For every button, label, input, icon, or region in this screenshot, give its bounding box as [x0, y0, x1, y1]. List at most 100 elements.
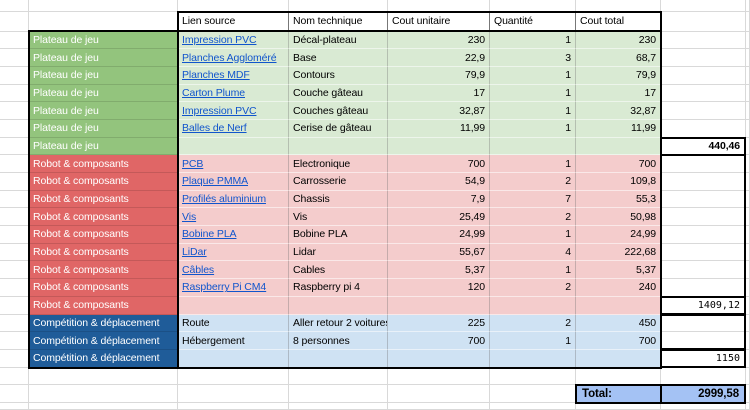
source-link[interactable]: Impression PVC [178, 31, 289, 50]
category-cell[interactable]: Robot & composants [29, 226, 178, 244]
category-cell[interactable]: Robot & composants [29, 173, 178, 191]
total-cost-cell[interactable]: 50,98 [576, 208, 661, 227]
category-cell[interactable]: Plateau de jeu [29, 31, 178, 50]
total-cost-cell[interactable]: 17 [576, 84, 661, 103]
total-cost-cell[interactable]: 222,68 [576, 243, 661, 262]
unit-cost-cell[interactable]: 700 [388, 332, 490, 350]
quantity-cell[interactable]: 2 [490, 279, 576, 297]
unit-cost-cell[interactable]: 5,37 [388, 261, 490, 280]
tech-name-cell[interactable]: Cerise de gâteau [289, 119, 388, 138]
total-cost-cell[interactable]: 109,8 [576, 173, 661, 191]
quantity-cell[interactable]: 2 [490, 314, 576, 333]
quantity-cell[interactable]: 4 [490, 243, 576, 262]
quantity-cell[interactable]: 1 [490, 102, 576, 120]
unit-cost-cell[interactable]: 11,99 [388, 119, 490, 138]
quantity-cell[interactable]: 1 [490, 31, 576, 50]
unit-cost-cell[interactable]: 79,9 [388, 66, 490, 85]
tech-name-cell[interactable]: Lidar [289, 243, 388, 262]
tech-name-cell[interactable]: Chassis [289, 190, 388, 209]
source-link[interactable]: Plaque PMMA [178, 173, 289, 191]
source-link[interactable]: Raspberry Pi CM4 [178, 279, 289, 297]
quantity-cell[interactable]: 1 [490, 155, 576, 173]
category-cell[interactable]: Robot & composants [29, 208, 178, 227]
quantity-cell[interactable]: 2 [490, 173, 576, 191]
total-value-cell[interactable]: 2999,58 [661, 385, 746, 403]
tech-name-cell[interactable]: Couche gâteau [289, 84, 388, 103]
source-link[interactable]: Carton Plume [178, 84, 289, 103]
source-link[interactable]: Câbles [178, 261, 289, 280]
tech-name-cell[interactable]: Aller retour 2 voitures [289, 314, 388, 333]
category-cell[interactable]: Compétition & déplacement [29, 314, 178, 333]
category-cell[interactable]: Compétition & déplacement [29, 332, 178, 350]
source-cell[interactable]: Route [178, 314, 289, 333]
source-link[interactable]: Planches MDF [178, 66, 289, 85]
column-header[interactable]: Cout unitaire [388, 12, 490, 32]
category-cell[interactable]: Plateau de jeu [29, 119, 178, 138]
category-cell[interactable]: Plateau de jeu [29, 66, 178, 85]
total-label-cell[interactable]: Total: [576, 385, 661, 403]
tech-name-cell[interactable]: Cables [289, 261, 388, 280]
total-cost-cell[interactable]: 79,9 [576, 66, 661, 85]
tech-name-cell[interactable]: Electronique [289, 155, 388, 173]
tech-name-cell[interactable]: Contours [289, 66, 388, 85]
total-cost-cell[interactable]: 240 [576, 279, 661, 297]
total-cost-cell[interactable]: 68,7 [576, 49, 661, 67]
column-header[interactable]: Lien source [178, 12, 289, 32]
source-link[interactable]: LiDar [178, 243, 289, 262]
category-cell[interactable]: Plateau de jeu [29, 49, 178, 67]
unit-cost-cell[interactable]: 120 [388, 279, 490, 297]
tech-name-cell[interactable]: Carrosserie [289, 173, 388, 191]
tech-name-cell[interactable]: Couches gâteau [289, 102, 388, 120]
category-cell[interactable]: Robot & composants [29, 279, 178, 297]
column-header[interactable]: Quantité [490, 12, 576, 32]
unit-cost-cell[interactable]: 54,9 [388, 173, 490, 191]
total-cost-cell[interactable]: 230 [576, 31, 661, 50]
total-cost-cell[interactable]: 32,87 [576, 102, 661, 120]
total-cost-cell[interactable]: 5,37 [576, 261, 661, 280]
source-link[interactable]: Bobine PLA [178, 226, 289, 244]
unit-cost-cell[interactable]: 7,9 [388, 190, 490, 209]
source-link[interactable]: Balles de Nerf [178, 119, 289, 138]
tech-name-cell[interactable]: Base [289, 49, 388, 67]
unit-cost-cell[interactable]: 55,67 [388, 243, 490, 262]
source-link[interactable]: Vis [178, 208, 289, 227]
tech-name-cell[interactable]: Raspberry pi 4 [289, 279, 388, 297]
unit-cost-cell[interactable]: 225 [388, 314, 490, 333]
total-cost-cell[interactable]: 11,99 [576, 119, 661, 138]
category-cell[interactable]: Robot & composants [29, 190, 178, 209]
category-cell[interactable]: Plateau de jeu [29, 102, 178, 120]
source-link[interactable]: Profilés aluminium [178, 190, 289, 209]
section-subtotal-cell[interactable]: 1409,12 [661, 296, 746, 315]
total-cost-cell[interactable]: 24,99 [576, 226, 661, 244]
total-cost-cell[interactable]: 700 [576, 155, 661, 173]
column-header[interactable]: Cout total [576, 12, 661, 32]
unit-cost-cell[interactable]: 25,49 [388, 208, 490, 227]
unit-cost-cell[interactable]: 22,9 [388, 49, 490, 67]
tech-name-cell[interactable]: 8 personnes [289, 332, 388, 350]
tech-name-cell[interactable]: Vis [289, 208, 388, 227]
category-cell[interactable]: Robot & composants [29, 261, 178, 280]
total-cost-cell[interactable]: 700 [576, 332, 661, 350]
source-link[interactable]: Impression PVC [178, 102, 289, 120]
source-link[interactable]: PCB [178, 155, 289, 173]
source-link[interactable]: Planches Aggloméré [178, 49, 289, 67]
column-header[interactable]: Nom technique [289, 12, 388, 32]
quantity-cell[interactable]: 3 [490, 49, 576, 67]
tech-name-cell[interactable]: Bobine PLA [289, 226, 388, 244]
unit-cost-cell[interactable]: 32,87 [388, 102, 490, 120]
unit-cost-cell[interactable]: 17 [388, 84, 490, 103]
total-cost-cell[interactable]: 55,3 [576, 190, 661, 209]
quantity-cell[interactable]: 7 [490, 190, 576, 209]
tech-name-cell[interactable]: Décal-plateau [289, 31, 388, 50]
quantity-cell[interactable]: 2 [490, 208, 576, 227]
category-cell[interactable]: Plateau de jeu [29, 84, 178, 103]
category-cell[interactable]: Plateau de jeu [29, 137, 178, 156]
quantity-cell[interactable]: 1 [490, 66, 576, 85]
category-cell[interactable]: Robot & composants [29, 155, 178, 173]
quantity-cell[interactable]: 1 [490, 84, 576, 103]
quantity-cell[interactable]: 1 [490, 119, 576, 138]
category-cell[interactable]: Compétition & déplacement [29, 349, 178, 368]
source-cell[interactable]: Hébergement [178, 332, 289, 350]
unit-cost-cell[interactable]: 700 [388, 155, 490, 173]
section-subtotal-cell[interactable]: 440,46 [661, 137, 746, 156]
